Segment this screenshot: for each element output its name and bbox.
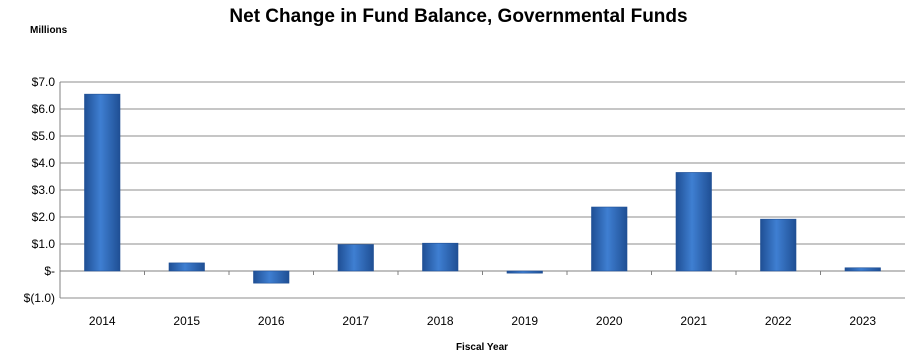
x-axis-title: Fiscal Year [456,342,508,353]
y-tick-label: $2.0 [32,210,56,224]
bar-2019 [506,270,543,274]
bar-2016 [253,270,290,284]
bar-2020 [591,206,628,272]
x-tick-label: 2020 [596,314,623,328]
y-tick-label: $(1.0) [24,291,55,305]
bar-2021 [675,172,712,272]
x-tick-label: 2019 [511,314,538,328]
bar-2017 [337,244,374,272]
unit-label: Millions [30,25,68,36]
y-tick-label: $6.0 [32,102,56,116]
x-tick-label: 2022 [765,314,792,328]
y-tick-label: $7.0 [32,75,56,89]
x-tick-label: 2021 [680,314,707,328]
y-tick-label: $3.0 [32,183,56,197]
x-tick-label: 2014 [89,314,116,328]
bars [84,93,881,284]
x-tick-label: 2016 [258,314,285,328]
x-tick-label: 2023 [849,314,876,328]
bar-2023 [844,267,881,272]
x-tick-label: 2018 [427,314,454,328]
bar-2018 [422,242,459,272]
x-tick-label: 2015 [173,314,200,328]
chart-title: Net Change in Fund Balance, Governmental… [229,6,688,27]
y-tick-label: $4.0 [32,156,56,170]
bar-2015 [168,262,205,272]
x-tick-label: 2017 [342,314,369,328]
axes: $(1.0) $- $1.0 $2.0 $3.0 $4.0 $5.0 $6.0 $7.0 2014… [24,75,877,328]
bar-2022 [760,218,797,272]
bar-2014 [84,93,121,272]
y-tick-label: $1.0 [32,237,56,251]
y-tick-label: $- [44,264,55,278]
y-tick-label: $5.0 [32,129,56,143]
